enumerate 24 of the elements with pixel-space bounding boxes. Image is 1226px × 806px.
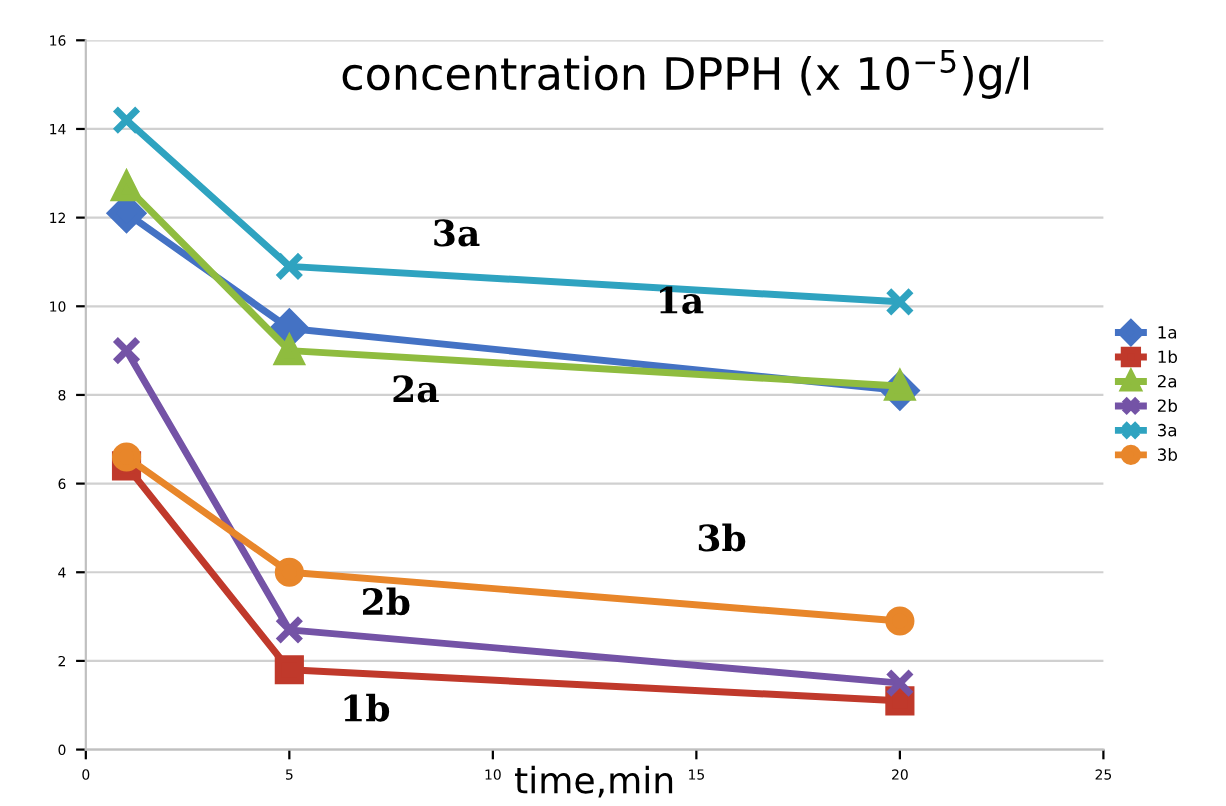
point — [885, 287, 915, 317]
point — [274, 251, 304, 281]
legend-label: 2b — [1157, 399, 1178, 413]
point — [885, 668, 915, 698]
point — [111, 336, 142, 366]
annotation: 2a — [393, 375, 439, 403]
legend-label: 1b — [1158, 350, 1178, 364]
point — [885, 606, 915, 636]
annotation: 1a — [660, 286, 704, 314]
point — [111, 442, 142, 472]
x-axis-title: time,min — [515, 765, 673, 798]
annotation: 3b — [698, 523, 746, 552]
annotation: 1b — [344, 693, 390, 722]
legend-label: 3a — [1158, 423, 1177, 437]
annotation: 3a — [434, 219, 480, 247]
point — [274, 615, 304, 645]
legend-label: 2a — [1157, 374, 1177, 388]
point — [274, 557, 304, 587]
legend-label: 1a — [1158, 326, 1177, 339]
point — [274, 655, 304, 685]
chart-title: concentration DPPH (x 10$^{−5}$)g/l — [342, 49, 1029, 99]
annotation: 2b — [362, 587, 410, 616]
legend-label: 3b — [1158, 448, 1178, 461]
point — [111, 105, 142, 135]
